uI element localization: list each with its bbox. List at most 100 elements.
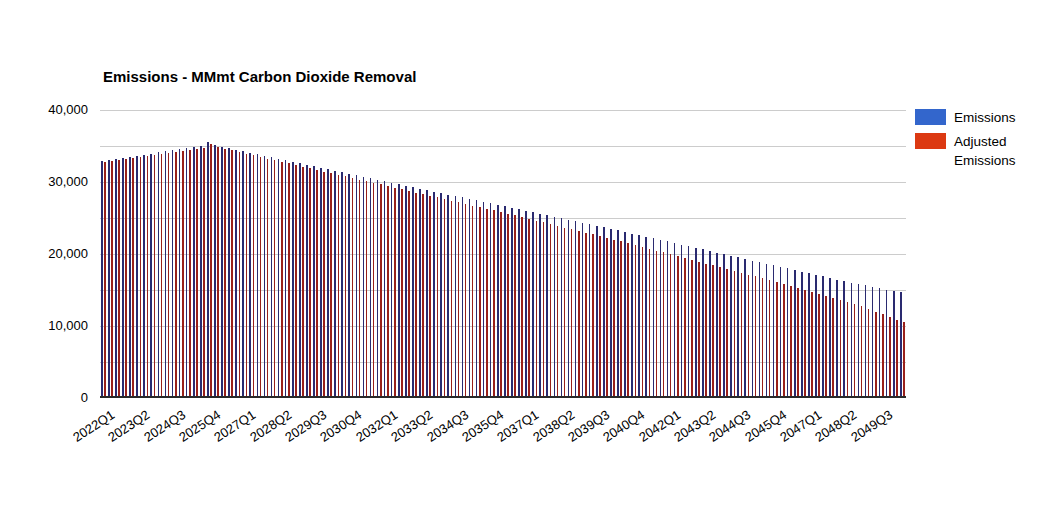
- bar-adjusted-emissions[interactable]: [437, 197, 439, 398]
- bar-emissions[interactable]: [235, 150, 237, 398]
- bar-emissions[interactable]: [193, 147, 195, 398]
- bar-adjusted-emissions[interactable]: [698, 262, 700, 398]
- bar-emissions[interactable]: [136, 156, 138, 398]
- bar-adjusted-emissions[interactable]: [613, 240, 615, 398]
- bar-emissions[interactable]: [447, 195, 449, 398]
- bar-adjusted-emissions[interactable]: [246, 154, 248, 398]
- bar-adjusted-emissions[interactable]: [274, 160, 276, 398]
- bar-adjusted-emissions[interactable]: [818, 294, 820, 398]
- bar-emissions[interactable]: [207, 142, 209, 398]
- bar-adjusted-emissions[interactable]: [705, 264, 707, 398]
- bar-adjusted-emissions[interactable]: [168, 153, 170, 398]
- bar-emissions[interactable]: [730, 256, 732, 398]
- bar-emissions[interactable]: [610, 229, 612, 398]
- bar-emissions[interactable]: [575, 221, 577, 398]
- bar-emissions[interactable]: [348, 174, 350, 398]
- bar-emissions[interactable]: [709, 251, 711, 398]
- bar-emissions[interactable]: [808, 273, 810, 398]
- bar-emissions[interactable]: [829, 278, 831, 398]
- bar-adjusted-emissions[interactable]: [373, 183, 375, 398]
- bar-emissions[interactable]: [518, 209, 520, 398]
- bar-emissions[interactable]: [490, 203, 492, 398]
- bar-adjusted-emissions[interactable]: [330, 173, 332, 398]
- bar-adjusted-emissions[interactable]: [642, 247, 644, 398]
- bar-adjusted-emissions[interactable]: [295, 165, 297, 398]
- bar-adjusted-emissions[interactable]: [125, 159, 127, 398]
- bar-emissions[interactable]: [645, 237, 647, 398]
- bar-adjusted-emissions[interactable]: [514, 215, 516, 398]
- bar-emissions[interactable]: [108, 160, 110, 398]
- bar-adjusted-emissions[interactable]: [543, 222, 545, 398]
- bar-adjusted-emissions[interactable]: [585, 233, 587, 398]
- bar-emissions[interactable]: [143, 155, 145, 398]
- bar-emissions[interactable]: [702, 249, 704, 398]
- bar-emissions[interactable]: [257, 154, 259, 398]
- bar-adjusted-emissions[interactable]: [161, 154, 163, 398]
- bar-emissions[interactable]: [398, 184, 400, 398]
- bar-adjusted-emissions[interactable]: [557, 226, 559, 398]
- bar-adjusted-emissions[interactable]: [677, 256, 679, 398]
- bar-adjusted-emissions[interactable]: [309, 168, 311, 398]
- bar-adjusted-emissions[interactable]: [380, 184, 382, 398]
- bar-adjusted-emissions[interactable]: [267, 159, 269, 398]
- bar-emissions[interactable]: [744, 259, 746, 398]
- bar-adjusted-emissions[interactable]: [422, 194, 424, 398]
- bar-emissions[interactable]: [377, 180, 379, 398]
- bar-adjusted-emissions[interactable]: [564, 228, 566, 398]
- bar-adjusted-emissions[interactable]: [175, 152, 177, 398]
- bar-emissions[interactable]: [412, 187, 414, 398]
- bar-adjusted-emissions[interactable]: [408, 191, 410, 398]
- bar-adjusted-emissions[interactable]: [387, 186, 389, 398]
- bar-emissions[interactable]: [440, 193, 442, 398]
- bar-adjusted-emissions[interactable]: [253, 155, 255, 398]
- bar-adjusted-emissions[interactable]: [627, 243, 629, 398]
- bar-adjusted-emissions[interactable]: [210, 144, 212, 398]
- bar-emissions[interactable]: [334, 171, 336, 398]
- bar-emissions[interactable]: [165, 151, 167, 398]
- bar-adjusted-emissions[interactable]: [748, 275, 750, 398]
- bar-adjusted-emissions[interactable]: [196, 149, 198, 398]
- bar-adjusted-emissions[interactable]: [691, 260, 693, 398]
- bar-emissions[interactable]: [115, 159, 117, 398]
- bar-adjusted-emissions[interactable]: [804, 290, 806, 398]
- bar-adjusted-emissions[interactable]: [734, 271, 736, 398]
- bar-emissions[interactable]: [200, 146, 202, 398]
- bar-adjusted-emissions[interactable]: [663, 252, 665, 398]
- bar-emissions[interactable]: [497, 205, 499, 398]
- bar-emissions[interactable]: [660, 240, 662, 398]
- bar-adjusted-emissions[interactable]: [592, 234, 594, 398]
- bar-emissions[interactable]: [674, 243, 676, 398]
- bar-emissions[interactable]: [617, 230, 619, 398]
- bar-emissions[interactable]: [638, 235, 640, 398]
- bar-emissions[interactable]: [589, 224, 591, 398]
- bar-emissions[interactable]: [158, 152, 160, 398]
- bar-adjusted-emissions[interactable]: [507, 214, 509, 398]
- bar-emissions[interactable]: [886, 290, 888, 399]
- bar-adjusted-emissions[interactable]: [140, 157, 142, 398]
- bar-adjusted-emissions[interactable]: [394, 188, 396, 398]
- bar-emissions[interactable]: [780, 267, 782, 398]
- bar-adjusted-emissions[interactable]: [316, 170, 318, 398]
- bar-emissions[interactable]: [865, 285, 867, 398]
- bar-emissions[interactable]: [752, 261, 754, 398]
- bar-emissions[interactable]: [172, 150, 174, 398]
- bar-adjusted-emissions[interactable]: [338, 175, 340, 398]
- bar-emissions[interactable]: [525, 211, 527, 398]
- bar-emissions[interactable]: [476, 200, 478, 398]
- bar-emissions[interactable]: [582, 223, 584, 398]
- bar-adjusted-emissions[interactable]: [620, 241, 622, 398]
- bar-emissions[interactable]: [150, 154, 152, 398]
- bar-adjusted-emissions[interactable]: [755, 276, 757, 398]
- bar-emissions[interactable]: [766, 264, 768, 398]
- bar-emissions[interactable]: [278, 159, 280, 398]
- bar-adjusted-emissions[interactable]: [521, 217, 523, 398]
- bar-emissions[interactable]: [879, 288, 881, 398]
- bar-adjusted-emissions[interactable]: [118, 160, 120, 398]
- bar-emissions[interactable]: [787, 268, 789, 398]
- bar-emissions[interactable]: [292, 162, 294, 398]
- bar-emissions[interactable]: [122, 158, 124, 398]
- bar-adjusted-emissions[interactable]: [239, 152, 241, 398]
- bar-adjusted-emissions[interactable]: [670, 254, 672, 398]
- bar-emissions[interactable]: [249, 153, 251, 398]
- bar-emissions[interactable]: [179, 149, 181, 398]
